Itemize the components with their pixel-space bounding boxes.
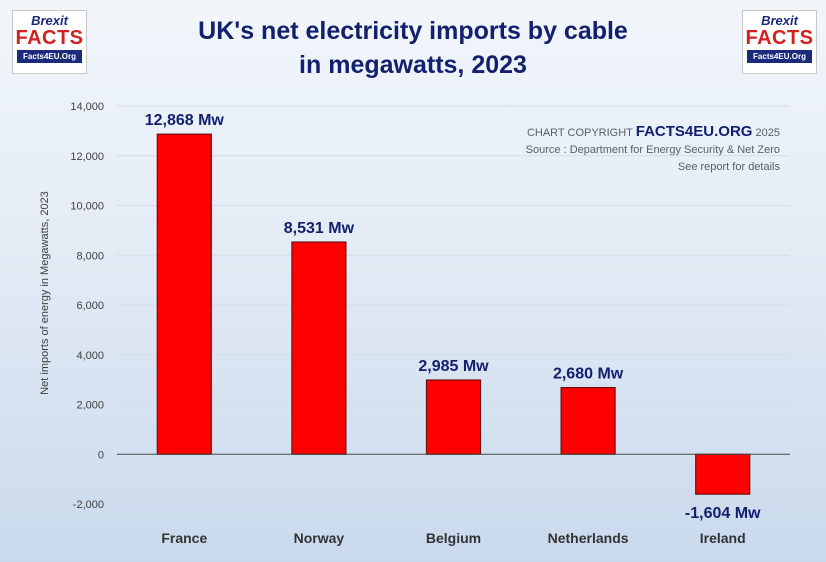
data-label: 12,868 Mw [145, 112, 225, 129]
copyright-notice: CHART COPYRIGHT FACTS4EU.ORG 2025 Source… [526, 123, 780, 176]
y-tick-label: 14,000 [70, 101, 104, 113]
brexit-facts-logo-right: Brexit FACTS Facts4EU.Org [742, 10, 817, 74]
x-category-label: Ireland [700, 530, 746, 546]
bar-ireland [695, 453, 751, 495]
logo-brexit-text: Brexit [31, 13, 68, 28]
bar-france [156, 133, 212, 455]
logo-facts-text: FACTS [15, 27, 84, 49]
y-axis-label: Net imports of energy in Megawatts, 2023 [39, 191, 51, 395]
chart-title: UK's net electricity imports by cable in… [140, 14, 686, 82]
report-note: See report for details [677, 161, 780, 173]
logo-url-text: Facts4EU.Org [747, 50, 812, 63]
data-labels: 12,868 Mw 8,531 Mw 2,985 Mw 2,680 Mw -1,604 … [145, 112, 761, 522]
copyright-line: CHART COPYRIGHT FACTS4EU.ORG 2025 [526, 123, 780, 142]
data-label: -1,604 Mw [685, 505, 761, 522]
bar-norway [291, 241, 347, 455]
bar-netherlands [560, 386, 616, 455]
logo-brexit-text: Brexit [761, 13, 798, 28]
y-tick-label: 6,000 [76, 300, 104, 312]
y-tick-label: -2,000 [73, 499, 104, 511]
y-tick-label: 4,000 [76, 350, 104, 362]
bar-belgium [425, 379, 482, 455]
copyright-year: 2025 [755, 127, 780, 139]
brexit-facts-logo-left: Brexit FACTS Facts4EU.Org [12, 10, 87, 74]
x-category-label: France [161, 530, 207, 546]
data-label: 2,985 Mw [418, 358, 489, 375]
x-category-label: Norway [294, 530, 345, 546]
x-axis-categories: France Norway Belgium Netherlands Ireland [161, 530, 745, 546]
data-label: 2,680 Mw [553, 366, 624, 383]
chart-title-line-1: UK's net electricity imports by cable [198, 17, 628, 45]
copyright-prefix: CHART COPYRIGHT [526, 127, 633, 139]
x-category-label: Netherlands [548, 530, 629, 546]
bars [156, 133, 751, 495]
copyright-brand: FACTS4EU.ORG [635, 123, 753, 140]
y-tick-label: 8,000 [76, 250, 104, 262]
y-tick-label: 10,000 [70, 201, 104, 213]
gridlines [117, 105, 790, 505]
y-axis-ticks: -2,000 0 2,000 4,000 6,000 8,000 10,000 12,000 1… [70, 101, 104, 511]
logo-facts-text: FACTS [745, 27, 814, 49]
y-tick-label: 0 [98, 449, 104, 461]
chart-title-line-2: in megawatts, 2023 [299, 51, 527, 79]
y-tick-label: 12,000 [70, 151, 104, 163]
logo-url-text: Facts4EU.Org [17, 50, 82, 63]
y-tick-label: 2,000 [76, 400, 104, 412]
data-label: 8,531 Mw [284, 220, 355, 237]
source-line: Source : Department for Energy Security … [525, 144, 780, 156]
x-category-label: Belgium [426, 530, 481, 546]
